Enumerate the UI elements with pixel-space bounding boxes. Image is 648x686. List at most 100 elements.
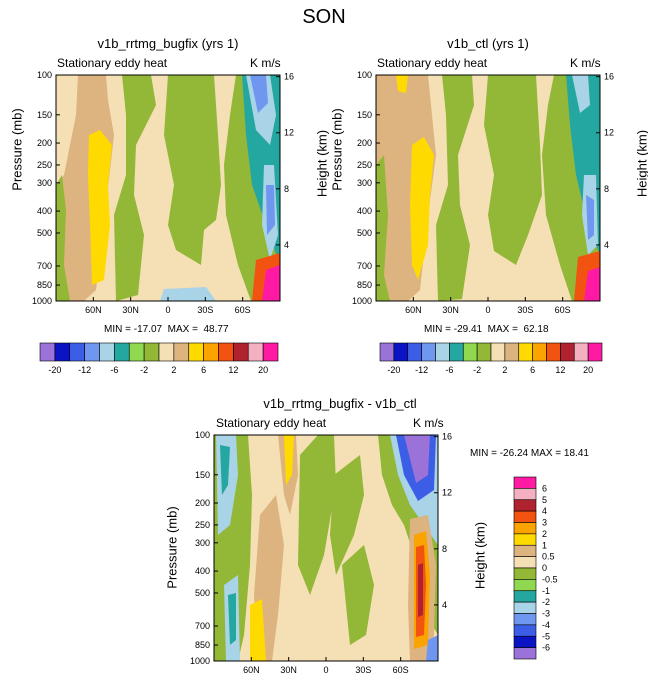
- field-region: [266, 185, 275, 235]
- colorbar-box: [546, 342, 561, 362]
- colorbar-box: [69, 342, 85, 362]
- left-panel-plot: 100 150 200 250 300 400 500 700 850 1000 16 12 8 4 60N…: [32, 70, 294, 315]
- pressure-tick-label: 700: [37, 261, 52, 271]
- colorbar-box: [39, 342, 56, 362]
- latitude-tick-label: 30N: [442, 305, 459, 315]
- height-tick-label: 16: [284, 72, 294, 82]
- height-tick-label: 4: [284, 240, 289, 250]
- field-region: [342, 545, 374, 645]
- bottom-height-label: Height (km): [472, 521, 488, 590]
- colorbar-box: [421, 342, 436, 362]
- colorbar-box: [114, 342, 130, 362]
- field-region: [114, 75, 156, 301]
- bottom-panel-subtitle: Stationary eddy heat: [216, 416, 327, 430]
- left-panel-units: K m/s: [250, 56, 281, 70]
- field-region: [228, 593, 236, 645]
- colorbar-box: [407, 342, 422, 362]
- colorbar-box: [513, 510, 537, 523]
- colorbar-label: 2: [502, 365, 507, 375]
- colorbar-box: [560, 342, 575, 362]
- colorbar-box: [513, 544, 537, 557]
- colorbar-label: 20: [583, 365, 593, 375]
- colorbar-box: [513, 488, 537, 501]
- pressure-tick-label: 850: [195, 640, 210, 650]
- colorbar-box: [513, 624, 537, 637]
- latitude-tick-label: 30S: [355, 665, 371, 675]
- colorbar-box: [218, 342, 234, 362]
- field-region: [484, 75, 542, 265]
- latitude-tick-label: 60N: [243, 665, 260, 675]
- right-height-label: Height (km): [634, 129, 648, 198]
- colorbar-box: [513, 635, 537, 648]
- colorbar-label: 6: [201, 365, 206, 375]
- pressure-tick-label: 100: [37, 70, 52, 80]
- pressure-tick-label: 250: [357, 160, 372, 170]
- bottom-pressure-label: Pressure (mb): [164, 506, 180, 589]
- field-region: [284, 435, 294, 485]
- colorbar-label: 0: [542, 563, 547, 573]
- left-height-label: Height (km): [314, 129, 330, 198]
- colorbar-label: -6: [542, 643, 550, 653]
- pressure-tick-label: 500: [357, 228, 372, 238]
- colorbar-box: [379, 342, 395, 362]
- left-panel-field: [56, 75, 280, 301]
- latitude-tick-label: 60N: [405, 305, 422, 315]
- colorbar-box: [128, 342, 145, 362]
- pressure-tick-label: 400: [195, 566, 210, 576]
- colorbar-box: [203, 342, 219, 362]
- latitude-tick-label: 0: [485, 305, 490, 315]
- left-panel-stats: MIN = -17.07 MAX = 48.77: [104, 324, 229, 335]
- pressure-tick-label: 1000: [32, 296, 52, 306]
- pressure-tick-label: 300: [37, 178, 52, 188]
- colorbar-box: [173, 342, 190, 362]
- pressure-tick-label: 850: [37, 280, 52, 290]
- colorbar-label: -20: [387, 365, 400, 375]
- field-region: [56, 175, 70, 301]
- latitude-tick-label: 60N: [85, 305, 102, 315]
- field-region: [262, 265, 280, 301]
- bottom-panel-title: v1b_rrtmg_bugfix - v1b_ctl: [263, 396, 417, 411]
- right-min-value: -29.41: [453, 324, 483, 335]
- left-colorbar: -20 -12 -6 -2 2 6 12 20: [39, 342, 279, 375]
- field-region: [330, 455, 364, 575]
- field-region: [220, 445, 230, 495]
- height-tick-label: 16: [442, 432, 452, 442]
- height-tick-label: 16: [604, 72, 614, 82]
- latitude-tick-label: 60S: [555, 305, 571, 315]
- colorbar-label: -1: [542, 586, 550, 596]
- colorbar-box: [513, 476, 537, 489]
- colorbar-label: -2: [542, 597, 550, 607]
- pressure-tick-label: 300: [357, 178, 372, 188]
- pressure-tick-label: 250: [195, 520, 210, 530]
- colorbar-box: [513, 647, 537, 660]
- colorbar-label: 0.5: [542, 552, 555, 562]
- pressure-tick-label: 150: [195, 470, 210, 480]
- field-region: [586, 195, 594, 240]
- latitude-tick-label: 30N: [280, 665, 297, 675]
- left-pressure-label: Pressure (mb): [9, 108, 25, 191]
- latitude-tick-label: 30S: [197, 305, 213, 315]
- left-min-value: -17.07: [133, 324, 163, 335]
- colorbar-box: [476, 342, 492, 362]
- bottom-panel-field: [214, 435, 438, 661]
- colorbar-box: [99, 342, 115, 362]
- field-region: [404, 435, 430, 483]
- pressure-tick-label: 250: [37, 160, 52, 170]
- colorbar-box: [490, 342, 506, 362]
- colorbar-label: -2: [140, 365, 148, 375]
- left-max-label: MAX =: [162, 324, 204, 335]
- colorbar-box: [513, 613, 537, 626]
- field-region: [418, 563, 423, 617]
- pressure-tick-label: 300: [195, 538, 210, 548]
- field-region: [164, 75, 221, 265]
- colorbar-box: [513, 579, 537, 592]
- field-region: [584, 267, 600, 301]
- left-panel-title: v1b_rrtmg_bugfix (yrs 1): [97, 36, 239, 51]
- colorbar-label: 1: [542, 540, 547, 550]
- colorbar-label: -6: [110, 365, 118, 375]
- colorbar-box: [158, 342, 175, 362]
- right-pressure-label: Pressure (mb): [329, 108, 345, 191]
- height-tick-label: 8: [284, 184, 289, 194]
- colorbar-box: [393, 342, 409, 362]
- height-tick-label: 8: [442, 544, 447, 554]
